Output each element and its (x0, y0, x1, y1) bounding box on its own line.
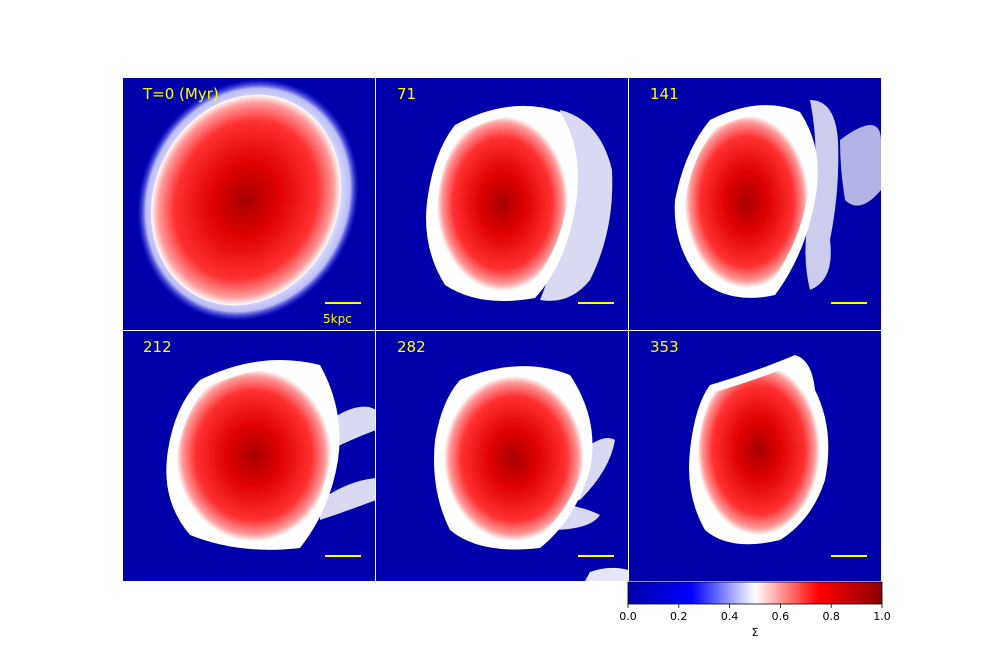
panel-t212: 212 (123, 331, 375, 581)
scale-bar-label: 5kpc (323, 312, 352, 326)
panel-label: T=0 (Myr) (142, 85, 219, 103)
galaxy-satellite (585, 567, 628, 581)
colorbar-tick-label: 0.0 (619, 610, 637, 623)
colorbar-gradient (627, 581, 883, 605)
panel-t0: T=0 (Myr) 5kpc (123, 78, 375, 330)
galaxy-tidal-tail (805, 100, 839, 290)
panel-label: 353 (650, 338, 679, 356)
panel-label: 212 (143, 338, 172, 356)
colorbar-tick-label: 0.8 (822, 610, 840, 623)
panel-t353: 353 (629, 331, 881, 581)
galaxy-disk (697, 364, 820, 536)
panel-t71: 71 (376, 78, 628, 330)
colorbar-tick-label: 0.4 (721, 610, 739, 623)
colorbar-tick-label: 0.2 (670, 610, 688, 623)
galaxy-tidal-tail (320, 478, 375, 520)
panel-label: 141 (650, 85, 679, 103)
colorbar-ticks (627, 604, 883, 608)
panel-t141: 141 (629, 78, 881, 330)
galaxy-disk (436, 116, 569, 292)
colorbar-tick-label: 0.6 (772, 610, 790, 623)
panel-t282: 282 (376, 331, 628, 581)
galaxy-tidal-tail (330, 406, 375, 450)
panel-label: 71 (397, 85, 416, 103)
galaxy-disk (150, 94, 342, 306)
galaxy-tidal-tail (840, 125, 881, 206)
galaxy-disk (443, 375, 584, 542)
colorbar-axis-label: Σ (752, 626, 759, 639)
galaxy-disk (684, 115, 809, 289)
panel-label: 282 (397, 338, 426, 356)
colorbar-tick-label: 1.0 (873, 610, 891, 623)
galaxy-disk (176, 369, 332, 542)
colorbar: 0.0 0.2 0.4 0.6 0.8 1.0 Σ (619, 581, 891, 639)
